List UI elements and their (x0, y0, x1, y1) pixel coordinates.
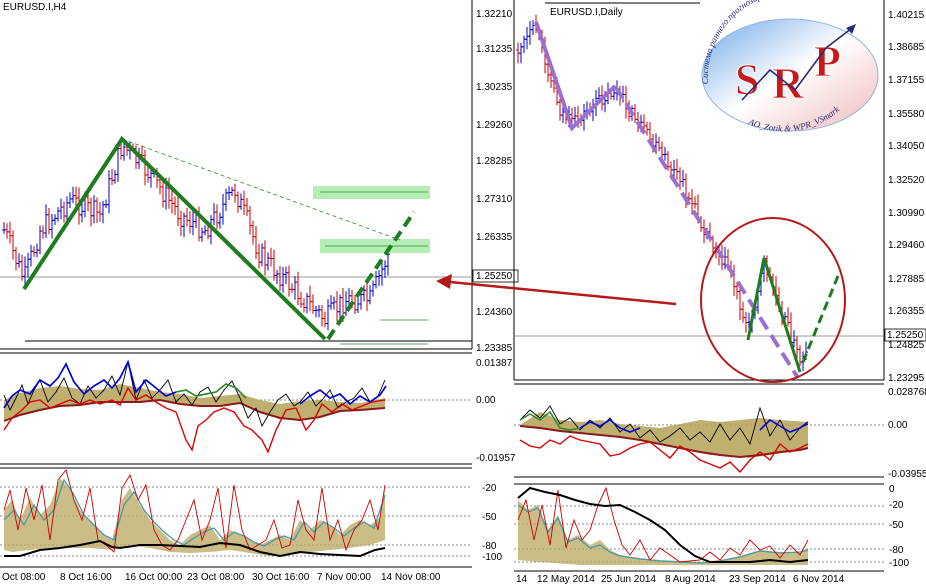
left-osc1-axis: 0.01387 0.00 -0.01957 (476, 358, 516, 464)
right-osc2-tick-20: -20 (889, 500, 904, 511)
left-tick-6: 1.27310 (476, 194, 513, 205)
right-time-axis: 14 12 May 2014 25 Jun 2014 8 Aug 2014 23… (516, 574, 845, 585)
right-price-panel[interactable]: EURUSD.I,Daily (513, 0, 885, 383)
highlight-circle (700, 217, 846, 383)
right-current-price: 1.25250 (887, 330, 924, 341)
right-osc2-tick-0: 0 (889, 484, 895, 495)
left-price-axis: 1.32210 1.31235 1.30235 1.29260 1.28285 … (472, 9, 519, 354)
logo-letter-p: P (814, 37, 841, 86)
right-osc1-max: 0.028768 (888, 387, 926, 398)
left-time-1: Oct 08:00 (2, 572, 46, 583)
right-osc1-zero: 0.00 (888, 420, 908, 431)
right-osc1-min: -0.039559 (888, 469, 926, 480)
right-tick-1: 1.40215 (888, 10, 925, 21)
right-chart-title: EURUSD.I,Daily (550, 7, 623, 18)
left-osc2-tick-50: -50 (482, 512, 497, 523)
left-osc2-tick-20: -20 (482, 483, 497, 494)
right-time-1: 14 (516, 574, 528, 585)
left-time-axis: Oct 08:00 8 Oct 16:00 16 Oct 00:00 23 Oc… (2, 572, 441, 583)
left-osc2-tick-80: -80 (482, 541, 497, 552)
callout-arrow (436, 274, 677, 306)
purple-wave-forecast (613, 84, 800, 380)
left-current-price: 1.25250 (476, 271, 513, 282)
right-tick-10: 1.26355 (888, 306, 925, 317)
left-tick-2: 1.31235 (476, 44, 513, 55)
right-tick-2: 1.38685 (888, 42, 925, 53)
left-price-panel[interactable]: EURUSD.I,H4 (0, 0, 473, 350)
right-tick-4: 1.35580 (888, 109, 925, 120)
left-osc2-axis: -20 -50 -80 -100 (482, 483, 502, 563)
right-tick-3: 1.37155 (888, 75, 925, 86)
left-time-7: 14 Nov 08:00 (381, 572, 441, 583)
green-wave-solid (22, 135, 327, 341)
right-tick-9: 1.27885 (888, 274, 925, 285)
right-time-3: 25 Jun 2014 (601, 574, 656, 585)
right-osc2-tick-80: -80 (889, 545, 904, 556)
right-tick-11: 1.24825 (888, 340, 925, 351)
left-tick-9: 1.24360 (476, 307, 513, 318)
right-tick-6: 1.32520 (888, 175, 925, 186)
right-time-2: 12 May 2014 (537, 574, 595, 585)
right-tick-5: 1.34050 (888, 141, 925, 152)
right-oscillator-2[interactable] (514, 483, 884, 572)
right-price-axis: 1.40215 1.38685 1.37155 1.35580 1.34050 … (884, 10, 926, 384)
left-osc1-cloud (4, 384, 385, 420)
right-osc2-axis: 0 -20 -50 -80 -100 (889, 484, 909, 569)
left-osc2-tick-100: -100 (482, 552, 502, 563)
green-wave-daily (746, 257, 802, 373)
left-osc1-min: -0.01957 (476, 453, 516, 464)
left-osc1-max: 0.01387 (476, 358, 513, 369)
right-tick-7: 1.30990 (888, 208, 925, 219)
left-osc1-zero: 0.00 (476, 395, 496, 406)
right-osc2-tick-100: -100 (889, 558, 909, 569)
left-tick-5: 1.28285 (476, 156, 513, 167)
left-tick-10: 1.23385 (476, 343, 513, 354)
right-time-5: 23 Sep 2014 (729, 574, 786, 585)
right-osc1-axis: 0.028768 0.00 -0.039559 (888, 387, 926, 480)
left-oscillator-1[interactable] (0, 352, 472, 465)
left-tick-4: 1.29260 (476, 120, 513, 131)
right-tick-12: 1.23295 (888, 373, 925, 384)
right-tick-8: 1.29460 (888, 240, 925, 251)
green-forecast-daily (801, 275, 840, 363)
logo-letter-s: S (735, 55, 759, 104)
right-osc2-tick-50: -50 (889, 520, 904, 531)
left-time-5: 30 Oct 16:00 (252, 572, 310, 583)
left-oscillator-2[interactable] (0, 467, 472, 568)
purple-wave-solid (534, 21, 617, 132)
target-zone-upper (313, 186, 430, 199)
right-time-6: 6 Nov 2014 (793, 574, 845, 585)
left-time-3: 16 Oct 00:00 (125, 572, 183, 583)
right-time-4: 8 Aug 2014 (665, 574, 716, 585)
left-tick-1: 1.32210 (476, 9, 513, 20)
srp-logo: Система раннего прогнозирования AO_Zotik… (700, 0, 879, 134)
left-time-4: 23 Oct 08:00 (187, 572, 245, 583)
left-time-6: 7 Nov 00:00 (317, 572, 371, 583)
right-oscillator-1[interactable] (514, 383, 884, 478)
green-wave-forecast (326, 210, 416, 341)
left-tick-3: 1.30235 (476, 82, 513, 93)
left-chart-title: EURUSD.I,H4 (3, 2, 67, 13)
left-time-2: 8 Oct 16:00 (60, 572, 112, 583)
left-tick-7: 1.26335 (476, 232, 513, 243)
